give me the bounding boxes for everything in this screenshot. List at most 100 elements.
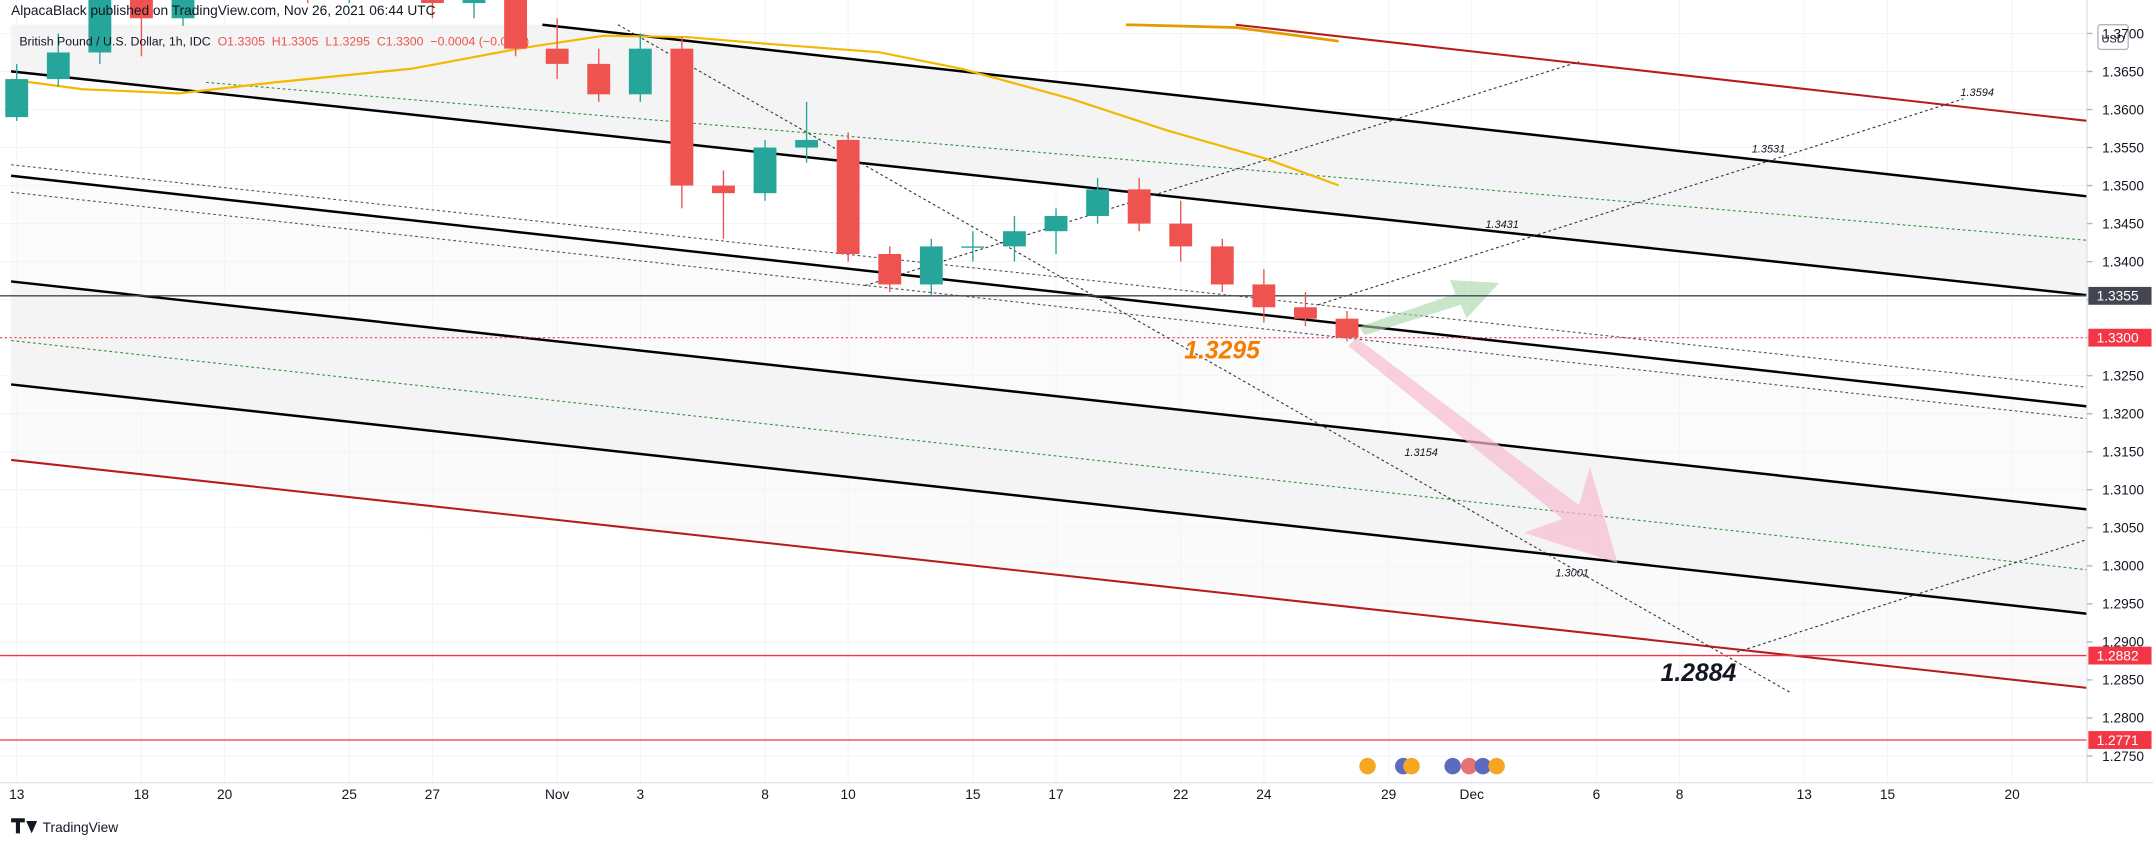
price-label-box [2088, 328, 2152, 347]
x-tick-label: 15 [1880, 787, 1896, 802]
currency-label: USD [2102, 34, 2125, 46]
y-tick-label: 1.3650 [2102, 64, 2144, 79]
footer: TradingView [11, 818, 118, 835]
candle-body [1169, 223, 1193, 247]
candle-body [878, 254, 902, 285]
callout: 1.2884 [1661, 660, 1737, 687]
candle-body [919, 246, 943, 285]
legend-item: H1.3305 [272, 34, 319, 48]
x-tick-label: 27 [425, 787, 440, 802]
x-tick-label: Dec [1460, 787, 1485, 802]
candle-body [1127, 189, 1151, 224]
y-tick-label: 1.3000 [2102, 559, 2144, 574]
footer-text: TradingView [43, 820, 119, 835]
candle-body [628, 48, 652, 95]
event-icons [1359, 757, 1505, 775]
publisher: AlpacaBlack published on TradingView.com… [11, 3, 436, 18]
y-tick-label: 1.3150 [2102, 445, 2144, 460]
legend-item: −0.0004 (−0.03%) [430, 34, 529, 48]
price-axis-bg [2087, 0, 2153, 783]
legend-item: O1.3305 [218, 34, 265, 48]
candles [5, 0, 1359, 342]
candle-body [795, 139, 819, 148]
y-tick-label: 1.3600 [2102, 102, 2144, 117]
y-tick-label: 1.3100 [2102, 483, 2144, 498]
legend-item: C1.3300 [377, 34, 424, 48]
x-tick-label: 20 [2005, 787, 2021, 802]
price-label: 1.3300 [2097, 330, 2139, 345]
x-tick-label: 10 [841, 787, 857, 802]
candle-body [421, 0, 444, 4]
y-tick-label: 1.3450 [2102, 216, 2144, 231]
level-label: 1.3531 [1752, 143, 1786, 155]
price-label: 1.3355 [2097, 289, 2139, 304]
level-label: 1.3001 [1555, 568, 1589, 580]
candle-body [961, 246, 985, 248]
level-label: 1.3431 [1485, 219, 1519, 231]
x-tick-label: 25 [342, 787, 358, 802]
channel-fills [11, 24, 2088, 688]
candle-body [1003, 231, 1026, 247]
x-tick-label: 8 [1676, 787, 1684, 802]
price-lines [0, 295, 2088, 741]
y-tick-label: 1.2850 [2102, 673, 2144, 688]
x-tick-label: Nov [545, 787, 570, 802]
legend-item: L1.3295 [325, 34, 370, 48]
callout: 1.3295 [1184, 337, 1261, 364]
y-tick-label: 1.3550 [2102, 140, 2144, 155]
legend: British Pound / U.S. Dollar, 1h, IDC O1.3… [19, 34, 529, 48]
grid [0, 0, 2088, 783]
y-tick-label: 1.2800 [2102, 711, 2144, 726]
candle-body [171, 0, 195, 19]
price-label-box [2088, 646, 2152, 665]
candle-body [504, 0, 528, 49]
candle-body [1086, 189, 1110, 216]
candle-body [462, 0, 486, 4]
y-tick-label: 1.3400 [2102, 254, 2144, 269]
legend-symbol: British Pound / U.S. Dollar, 1h, IDC [19, 34, 210, 48]
candle-body [670, 48, 694, 186]
candle-body [46, 52, 70, 80]
x-tick-label: 18 [134, 787, 150, 802]
candle-body [1210, 246, 1234, 285]
candle-body [1252, 284, 1276, 308]
x-tick-label: 24 [1256, 787, 1272, 802]
level-label: 1.3594 [1960, 87, 1994, 99]
axes: 1.2750 1.2800 1.2850 1.2900 1.2950 1.3000 1.30… [9, 26, 2152, 802]
candle-body [1294, 307, 1317, 319]
candle-body [5, 79, 29, 118]
currency-box [2097, 24, 2129, 51]
candle-body [587, 63, 611, 95]
y-tick-label: 1.2950 [2102, 597, 2144, 612]
candle-body [836, 139, 860, 255]
x-tick-label: 3 [636, 787, 644, 802]
y-tick-label: 1.3050 [2102, 521, 2144, 536]
y-tick-label: 1.2900 [2102, 635, 2144, 650]
candle-body [1335, 318, 1359, 338]
candle-body [712, 185, 735, 194]
candle-body [545, 48, 569, 64]
x-tick-label: 29 [1381, 787, 1396, 802]
candle-body [88, 0, 112, 53]
drawings [10, 23, 2088, 694]
level-label: 1.3154 [1404, 447, 1438, 459]
x-tick-label: 15 [965, 787, 981, 802]
price-label-box [2088, 731, 2152, 749]
price-label-box [2088, 286, 2152, 305]
x-tick-label: 13 [9, 787, 25, 802]
annotations: 1.3594 1.3531 1.3431 1.3154 1.3001 1.3295 1.28… [1184, 87, 1994, 687]
candle-body [753, 147, 777, 194]
y-tick-label: 1.3250 [2102, 369, 2144, 384]
x-tick-label: 17 [1048, 787, 1063, 802]
x-tick-label: 20 [217, 787, 233, 802]
price-label: 1.2882 [2097, 648, 2139, 663]
candle-body [1044, 215, 1068, 232]
price-label: 1.2771 [2097, 733, 2139, 748]
y-tick-label: 1.3700 [2102, 26, 2144, 41]
x-tick-label: 8 [761, 787, 769, 802]
y-tick-label: 1.2750 [2102, 749, 2144, 764]
y-tick-label: 1.3200 [2102, 407, 2144, 422]
x-tick-label: 13 [1797, 787, 1813, 802]
candle-body [130, 0, 153, 19]
